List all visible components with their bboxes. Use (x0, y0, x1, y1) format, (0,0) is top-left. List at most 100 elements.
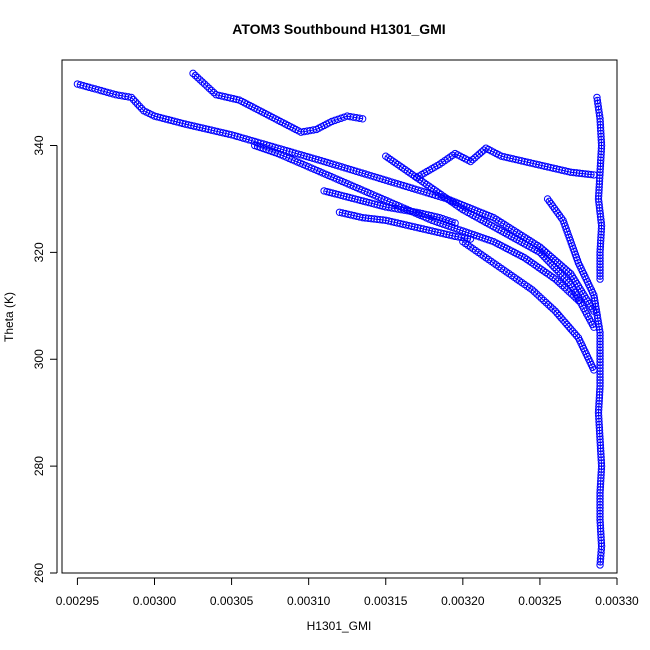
data-point (542, 255, 550, 263)
data-point (448, 218, 456, 226)
data-point (550, 204, 559, 213)
data-point (554, 209, 562, 217)
data-point (193, 73, 202, 82)
data-point (540, 296, 548, 305)
data-point (370, 215, 378, 223)
x-tick-label: 0.00310 (287, 594, 331, 608)
data-point (558, 262, 566, 270)
data-point (592, 302, 600, 311)
y-tick-label: 260 (32, 563, 46, 583)
data-point (361, 214, 370, 222)
data-point (593, 314, 602, 322)
data-point (595, 325, 604, 334)
data-point (356, 213, 364, 221)
data-point (127, 93, 136, 102)
data-point (207, 86, 216, 95)
data-point (591, 300, 599, 308)
data-point (544, 301, 553, 309)
data-point (373, 201, 382, 209)
data-point (475, 150, 484, 158)
data-point (205, 84, 213, 93)
data-point (373, 215, 381, 224)
data-point (591, 297, 599, 305)
y-tick-label: 320 (32, 242, 46, 262)
data-point (545, 197, 554, 206)
data-point (203, 82, 211, 90)
data-point (587, 170, 595, 179)
data-point (584, 170, 592, 178)
data-point (480, 146, 488, 154)
data-point (569, 168, 578, 177)
x-axis-label: H1301_GMI (307, 619, 372, 633)
data-point (320, 187, 328, 195)
data-point (351, 195, 359, 203)
data-point (567, 325, 575, 333)
y-tick-label: 340 (32, 135, 46, 155)
data-point (368, 199, 376, 208)
data-point (340, 192, 348, 200)
data-point (567, 290, 576, 298)
x-axis: 0.00295 0.00300 0.00305 0.00310 0.00315 0.003… (56, 577, 639, 608)
data-point (552, 265, 561, 274)
data-point (328, 189, 337, 197)
data-point (594, 317, 602, 325)
x-tick-label: 0.00300 (133, 594, 177, 608)
data-point (581, 170, 589, 178)
data-point (451, 219, 459, 227)
data-point (466, 235, 475, 243)
data-point (133, 100, 142, 108)
data-point (553, 309, 561, 318)
y-tick-label: 280 (32, 456, 46, 476)
data-point (170, 117, 178, 125)
y-axis: 260 280 300 320 340 (32, 135, 58, 583)
data-point (595, 323, 603, 331)
data-point (560, 274, 569, 282)
data-point (562, 266, 571, 274)
data-point (358, 213, 367, 222)
data-point (563, 320, 571, 329)
data-point (153, 113, 162, 121)
series-line (339, 211, 471, 240)
data-point (198, 78, 206, 86)
data-point (323, 187, 331, 196)
data-point (547, 199, 555, 208)
data-point (559, 316, 567, 324)
data-point (554, 267, 563, 276)
data-point (189, 69, 197, 78)
data-point (558, 281, 566, 290)
data-point (552, 207, 560, 215)
data-point (191, 71, 200, 80)
data-point (365, 198, 373, 207)
data-point (564, 278, 573, 286)
data-point (590, 291, 598, 299)
data-point (593, 311, 601, 319)
data-point (345, 193, 354, 202)
data-point (548, 261, 556, 269)
data-point (549, 305, 557, 313)
data-point (553, 277, 562, 285)
series-line (254, 145, 579, 301)
data-point (164, 116, 173, 124)
data-point (376, 201, 384, 210)
data-point (555, 211, 564, 220)
data-point (556, 270, 565, 278)
data-point (560, 264, 568, 272)
data-point (535, 292, 543, 300)
data-point (568, 327, 577, 335)
data-point (596, 558, 604, 566)
data-point (561, 318, 569, 326)
data-point (325, 188, 334, 197)
data-point (196, 76, 204, 84)
data-point (596, 275, 604, 283)
data-point (562, 276, 571, 284)
data-point (542, 298, 550, 307)
data-point (331, 190, 339, 198)
data-point (131, 98, 140, 106)
data-point (590, 294, 599, 302)
data-point (337, 191, 345, 199)
data-point (135, 102, 144, 111)
data-point (570, 329, 579, 338)
data-point (359, 197, 368, 205)
data-point (565, 323, 573, 331)
